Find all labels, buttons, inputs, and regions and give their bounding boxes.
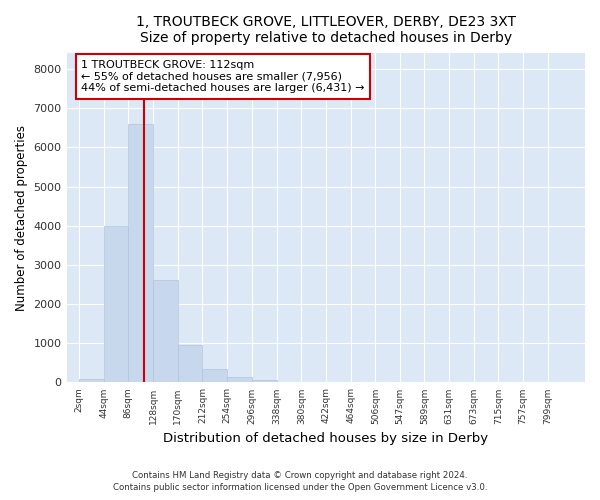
Bar	[128, 124, 153, 382]
Bar	[178, 345, 202, 383]
Bar	[252, 380, 277, 382]
Text: Contains HM Land Registry data © Crown copyright and database right 2024.
Contai: Contains HM Land Registry data © Crown c…	[113, 471, 487, 492]
Text: 1 TROUTBECK GROVE: 112sqm
← 55% of detached houses are smaller (7,956)
44% of se: 1 TROUTBECK GROVE: 112sqm ← 55% of detac…	[81, 60, 365, 93]
Bar	[227, 378, 252, 382]
Title: 1, TROUTBECK GROVE, LITTLEOVER, DERBY, DE23 3XT
Size of property relative to det: 1, TROUTBECK GROVE, LITTLEOVER, DERBY, D…	[136, 15, 516, 45]
Y-axis label: Number of detached properties: Number of detached properties	[15, 125, 28, 311]
Bar	[104, 226, 128, 382]
Bar	[79, 380, 104, 382]
X-axis label: Distribution of detached houses by size in Derby: Distribution of detached houses by size …	[163, 432, 488, 445]
Bar	[202, 369, 227, 382]
Bar	[153, 280, 178, 382]
